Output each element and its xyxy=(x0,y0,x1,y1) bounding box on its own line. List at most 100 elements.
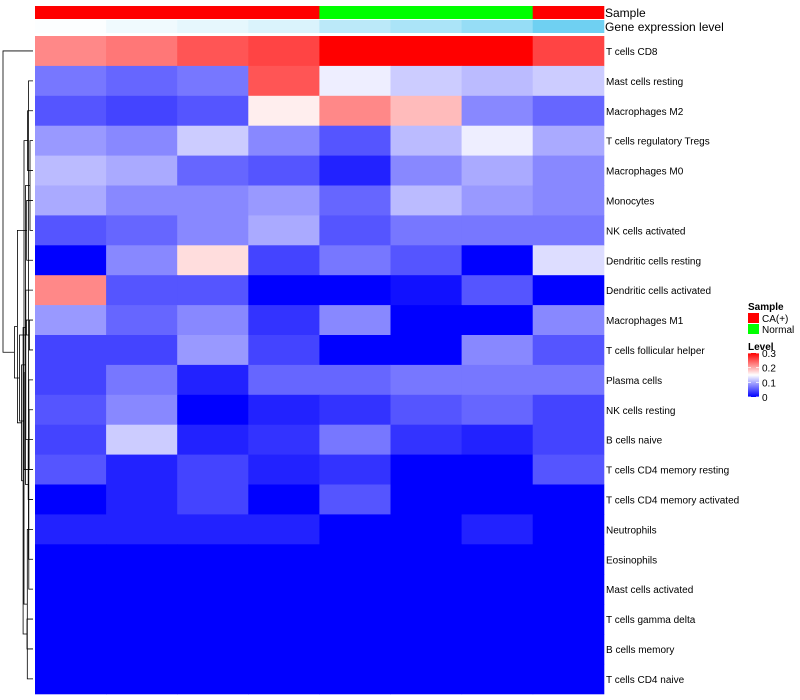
heatmap-cell xyxy=(461,155,534,186)
heatmap-cell xyxy=(532,275,605,306)
row-label: NK cells resting xyxy=(606,406,675,417)
heatmap-cell xyxy=(532,663,605,695)
heatmap-cell xyxy=(319,424,391,456)
legend-label-normal: Normal xyxy=(762,325,794,336)
dendrogram-branch xyxy=(14,326,20,379)
row-label: Dendritic cells resting xyxy=(606,256,701,267)
heatmap-cell xyxy=(177,604,249,635)
heatmap-cell xyxy=(390,604,463,635)
heatmap-cell xyxy=(319,364,391,396)
heatmap-cell xyxy=(248,215,320,246)
heatmap-cell xyxy=(106,394,178,426)
heatmap-cell xyxy=(390,305,463,336)
heatmap-cell xyxy=(177,95,249,127)
heatmap-cell xyxy=(390,364,463,396)
heatmap-cell xyxy=(461,424,534,456)
heatmap-cell xyxy=(35,574,107,605)
heatmap-cell xyxy=(106,454,178,485)
heatmap-cell xyxy=(248,544,320,575)
heatmap-cell xyxy=(177,574,249,605)
heatmap-cell xyxy=(390,65,463,97)
heatmap-cell xyxy=(461,663,534,695)
heatmap-cell xyxy=(35,364,107,396)
sample-annotation-cell xyxy=(461,6,534,19)
heatmap-cell xyxy=(106,424,178,456)
heatmap-cell xyxy=(106,663,178,695)
heatmap-cell xyxy=(532,125,605,157)
gene-expression-annotation-cell xyxy=(35,20,107,33)
heatmap-cell xyxy=(106,155,178,186)
row-label: Dendritic cells activated xyxy=(606,286,711,297)
heatmap-cell xyxy=(461,484,534,515)
heatmap-cell xyxy=(35,663,107,695)
dendrogram-branch xyxy=(26,618,33,650)
heatmap-cell xyxy=(319,484,391,515)
heatmap-cell xyxy=(177,125,249,157)
sample-annotation-cell xyxy=(532,6,605,19)
heatmap-cell xyxy=(390,663,463,695)
heatmap-cell xyxy=(177,65,249,97)
heatmap-cell xyxy=(106,634,178,665)
heatmap-cell xyxy=(177,663,249,695)
heatmap-cell xyxy=(248,95,320,127)
heatmap-cell xyxy=(461,364,534,396)
heatmap-cell xyxy=(390,155,463,186)
sample-annotation-cell xyxy=(106,6,178,19)
heatmap-cell xyxy=(248,155,320,186)
heatmap-cell xyxy=(177,305,249,336)
row-label: Macrophages M2 xyxy=(606,107,684,118)
heatmap-cell xyxy=(177,335,249,366)
heatmap-cell xyxy=(461,245,534,276)
heatmap-cell xyxy=(106,185,178,216)
heatmap-cell xyxy=(390,454,463,485)
heatmap-cell xyxy=(390,275,463,306)
row-label: Mast cells resting xyxy=(606,77,683,88)
heatmap-cell xyxy=(106,335,178,366)
heatmap-cell xyxy=(35,544,107,575)
gene-expression-annotation-cell xyxy=(248,20,320,33)
row-label: B cells naive xyxy=(606,436,663,447)
heatmap-cell xyxy=(248,484,320,515)
heatmap-cell xyxy=(319,305,391,336)
heatmap-cells xyxy=(35,36,605,695)
dendrogram-branch xyxy=(29,319,33,351)
heatmap-cell xyxy=(532,514,605,545)
annotation-label-sample: Sample xyxy=(605,6,646,20)
row-label: NK cells activated xyxy=(606,226,685,237)
heatmap-cell xyxy=(106,95,178,127)
heatmap-cell xyxy=(177,544,249,575)
heatmap-cell xyxy=(248,514,320,545)
heatmap-cell xyxy=(390,514,463,545)
row-label: Macrophages M0 xyxy=(606,167,684,178)
legend-level-tick-label: 0.2 xyxy=(762,364,776,375)
heatmap-cell xyxy=(390,544,463,575)
gene-expression-annotation-cell xyxy=(390,20,463,33)
heatmap-cell xyxy=(461,125,534,157)
heatmap-cell xyxy=(35,305,107,336)
heatmap-cell xyxy=(35,514,107,545)
heatmap-cell xyxy=(177,185,249,216)
heatmap-cell xyxy=(248,125,320,157)
legend-label-ca: CA(+) xyxy=(762,314,788,325)
heatmap-cell xyxy=(248,394,320,426)
heatmap-cell xyxy=(35,335,107,366)
heatmap-cell xyxy=(35,394,107,426)
heatmap-cell xyxy=(177,364,249,396)
heatmap-cell xyxy=(319,125,391,157)
heatmap-cell xyxy=(532,634,605,665)
heatmap-cell xyxy=(532,185,605,216)
row-label: Macrophages M1 xyxy=(606,316,684,327)
heatmap-cell xyxy=(461,454,534,485)
heatmap-cell xyxy=(532,155,605,186)
heatmap-cell xyxy=(106,514,178,545)
heatmap-cell xyxy=(319,36,391,67)
heatmap-cell xyxy=(461,95,534,127)
heatmap-cell xyxy=(106,215,178,246)
row-label: T cells CD4 memory activated xyxy=(606,495,739,506)
annotation-label-gene-expression: Gene expression level xyxy=(605,20,724,34)
row-label: Plasma cells xyxy=(606,376,662,387)
heatmap-cell xyxy=(35,65,107,97)
legend-sample-title: Sample xyxy=(748,302,784,313)
heatmap-cell xyxy=(35,215,107,246)
